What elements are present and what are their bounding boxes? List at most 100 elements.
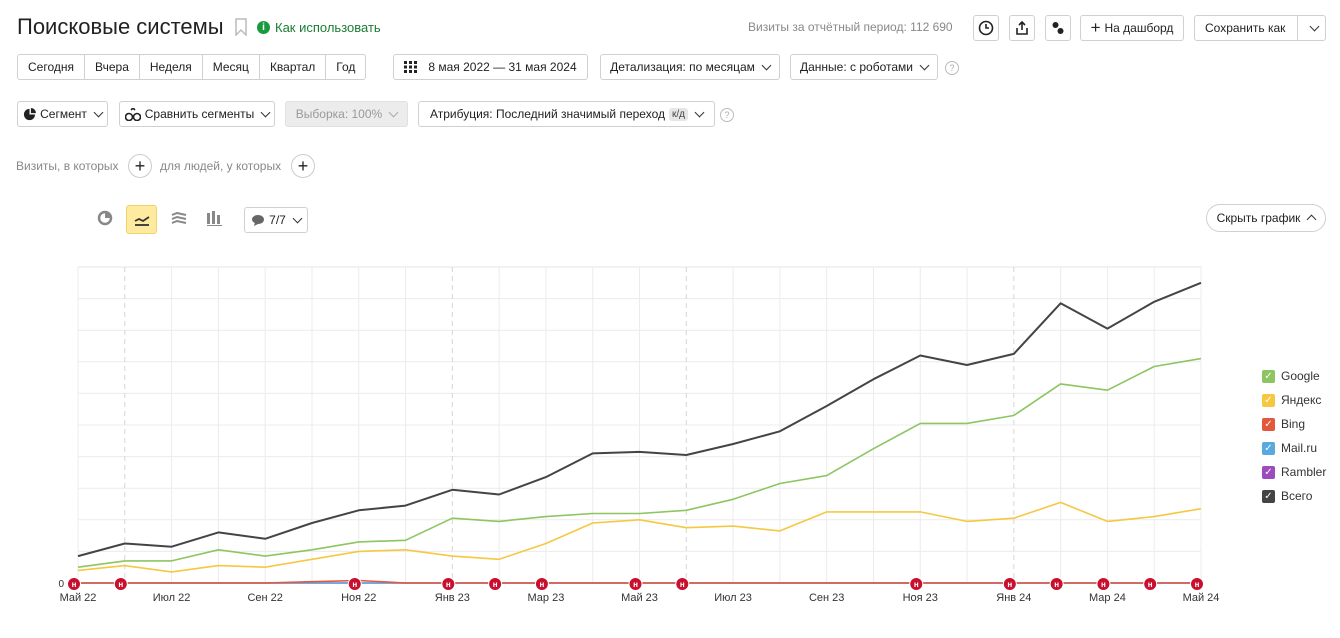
- date-range-button[interactable]: 8 мая 2022 — 31 мая 2024: [393, 54, 588, 80]
- legend-checkbox-icon[interactable]: ✓: [1262, 369, 1275, 383]
- legend-checkbox-icon[interactable]: ✓: [1262, 417, 1275, 431]
- note-marker-glyph: н: [539, 580, 544, 589]
- hide-chart-button[interactable]: Скрыть график: [1206, 204, 1326, 232]
- share-icon: [1016, 20, 1028, 35]
- legend-item[interactable]: ✓ Rambler: [1262, 465, 1326, 479]
- note-marker-glyph: н: [118, 580, 123, 589]
- period-selector: Сегодня Вчера Неделя Месяц Квартал Год: [17, 54, 367, 80]
- history-button[interactable]: [973, 15, 999, 41]
- note-marker-glyph: н: [72, 580, 77, 589]
- legend-item[interactable]: ✓ Google: [1262, 369, 1320, 383]
- legend-item[interactable]: ✓ Bing: [1262, 417, 1305, 431]
- period-week[interactable]: Неделя: [140, 55, 203, 79]
- x-tick-label: Май 23: [621, 592, 658, 604]
- hide-chart-label: Скрыть график: [1216, 211, 1301, 225]
- calendar-icon: [404, 61, 418, 73]
- bookmark-icon[interactable]: [235, 18, 247, 36]
- help-icon[interactable]: ?: [945, 61, 959, 75]
- help-icon[interactable]: ?: [720, 108, 734, 122]
- plus-icon: +: [1090, 18, 1101, 37]
- chevron-down-icon: [292, 213, 303, 223]
- add-people-filter-button[interactable]: +: [291, 154, 315, 178]
- legend-item[interactable]: ✓ Всего: [1262, 489, 1312, 503]
- legend-label: Rambler: [1281, 465, 1327, 479]
- comment-icon: [252, 214, 265, 226]
- export-button[interactable]: [1009, 15, 1035, 41]
- period-quarter[interactable]: Квартал: [260, 55, 327, 79]
- legend-checkbox-icon[interactable]: ✓: [1262, 441, 1275, 455]
- legend-item[interactable]: ✓ Яндекс: [1262, 393, 1321, 407]
- attribution-dropdown[interactable]: Атрибуция: Последний значимый переход к/…: [418, 101, 715, 127]
- compare-view-button[interactable]: [1045, 15, 1071, 41]
- chevron-down-icon: [694, 107, 705, 117]
- notes-dropdown[interactable]: 7/7: [244, 207, 308, 233]
- chevron-down-icon: [1309, 21, 1319, 31]
- legend-checkbox-icon[interactable]: ✓: [1262, 489, 1275, 503]
- sample-dropdown: Выборка: 100%: [285, 101, 408, 127]
- note-marker-glyph: н: [1195, 580, 1200, 589]
- add-to-dashboard-button[interactable]: + На дашборд: [1080, 15, 1184, 41]
- how-to-link[interactable]: i Как использовать: [257, 20, 381, 35]
- data-mode-label: Данные: с роботами: [800, 60, 913, 74]
- y-tick-label: 0: [58, 579, 64, 590]
- note-marker: [534, 577, 549, 591]
- chevron-down-icon: [761, 60, 772, 70]
- note-marker: [1096, 577, 1111, 591]
- period-yesterday[interactable]: Вчера: [85, 55, 140, 79]
- line-chart-toggle[interactable]: [126, 205, 157, 234]
- save-as-label: Сохранить как: [1205, 21, 1286, 35]
- attribution-label: Атрибуция: Последний значимый переход: [430, 107, 665, 121]
- save-as-dropdown[interactable]: [1297, 16, 1326, 40]
- x-tick-label: Мар 24: [1089, 592, 1126, 604]
- notes-count: 7/7: [269, 213, 286, 227]
- detail-dropdown[interactable]: Детализация: по месяцам: [600, 54, 780, 80]
- segment-label: Сегмент: [40, 107, 87, 121]
- bar-chart-icon[interactable]: [207, 211, 222, 226]
- line-chart: Май 22 Июл 22 Сен 22 Ноя 22 Янв 23 Мар 23 Май …: [58, 266, 1219, 604]
- period-today[interactable]: Сегодня: [18, 55, 85, 79]
- period-month[interactable]: Месяц: [203, 55, 260, 79]
- pie-chart-icon[interactable]: [97, 210, 113, 226]
- visits-filter-label: Визиты, в которых: [16, 159, 119, 173]
- save-as-button[interactable]: Сохранить как: [1194, 15, 1326, 41]
- data-mode-dropdown[interactable]: Данные: с роботами: [790, 54, 938, 80]
- note-marker-glyph: н: [493, 580, 498, 589]
- legend-label: Всего: [1281, 489, 1313, 503]
- legend-item[interactable]: ✓ Mail.ru: [1262, 441, 1317, 455]
- people-filter-label: для людей, у которых: [160, 159, 282, 173]
- note-marker: [909, 577, 924, 591]
- legend-checkbox-icon[interactable]: ✓: [1262, 393, 1275, 407]
- x-tick-label: Ноя 22: [341, 592, 376, 604]
- note-marker: [1143, 577, 1158, 591]
- legend-label: Яндекс: [1281, 393, 1322, 407]
- chevron-down-icon: [93, 107, 104, 117]
- note-marker-glyph: н: [680, 580, 685, 589]
- legend-label: Bing: [1281, 417, 1306, 431]
- legend-label: Google: [1281, 369, 1320, 383]
- segment-dropdown[interactable]: Сегмент: [17, 101, 108, 127]
- note-marker-glyph: н: [1148, 580, 1153, 589]
- x-tick-label: Янв 24: [996, 592, 1031, 604]
- compare-label: Сравнить сегменты: [144, 107, 255, 121]
- visits-total: Визиты за отчётный период: 112 690: [748, 20, 953, 34]
- note-marker: [1049, 577, 1064, 591]
- note-marker: [675, 577, 690, 591]
- series-line-Яндекс: [77, 501, 1202, 573]
- note-marker: [628, 577, 643, 591]
- x-tick-label: Май 22: [60, 592, 97, 604]
- compare-segments-dropdown[interactable]: Сравнить сегменты: [119, 101, 275, 127]
- area-chart-icon[interactable]: [171, 212, 187, 226]
- note-marker: [488, 577, 503, 591]
- note-marker: [441, 577, 456, 591]
- how-to-label: Как использовать: [275, 20, 381, 35]
- note-marker: [1002, 577, 1017, 591]
- x-tick-label: Сен 22: [247, 592, 282, 604]
- note-marker-glyph: н: [1007, 580, 1012, 589]
- line-chart-icon: [134, 215, 149, 226]
- detail-label: Детализация: по месяцам: [610, 60, 755, 74]
- legend-checkbox-icon[interactable]: ✓: [1262, 465, 1275, 479]
- note-marker-glyph: н: [1054, 580, 1059, 589]
- note-marker: [67, 577, 81, 591]
- add-visit-filter-button[interactable]: +: [128, 154, 152, 178]
- period-year[interactable]: Год: [336, 60, 356, 74]
